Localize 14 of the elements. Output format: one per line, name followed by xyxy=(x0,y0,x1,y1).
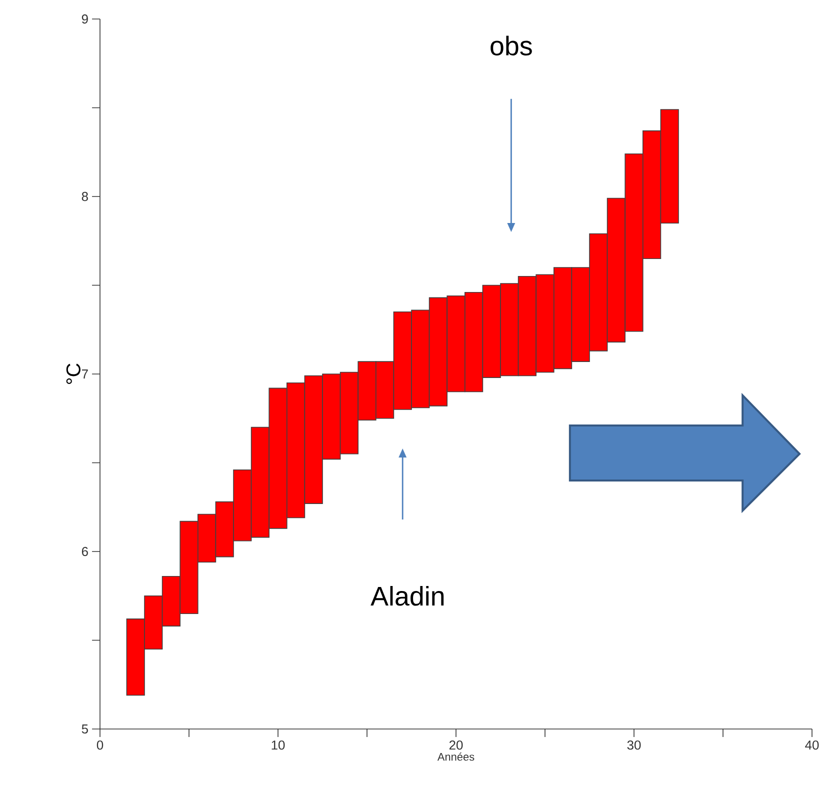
x-tick-label: 20 xyxy=(449,740,463,750)
annotation: Aladin xyxy=(370,586,444,606)
x-tick-label: 30 xyxy=(627,740,641,750)
y-axis-title: °C xyxy=(66,364,80,384)
annotation: obs xyxy=(490,36,532,56)
y-tick-label: 5 xyxy=(82,724,88,734)
y-tick-label: 9 xyxy=(82,14,88,24)
x-tick-label: 10 xyxy=(272,740,285,750)
x-tick-label: 40 xyxy=(805,740,819,750)
y-tick-label: 6 xyxy=(82,546,88,556)
y-tick-label: 8 xyxy=(82,192,88,202)
x-tick-label: 0 xyxy=(96,740,104,750)
y-tick-label: 7 xyxy=(82,370,88,378)
x-axis-title: Années xyxy=(437,752,474,761)
